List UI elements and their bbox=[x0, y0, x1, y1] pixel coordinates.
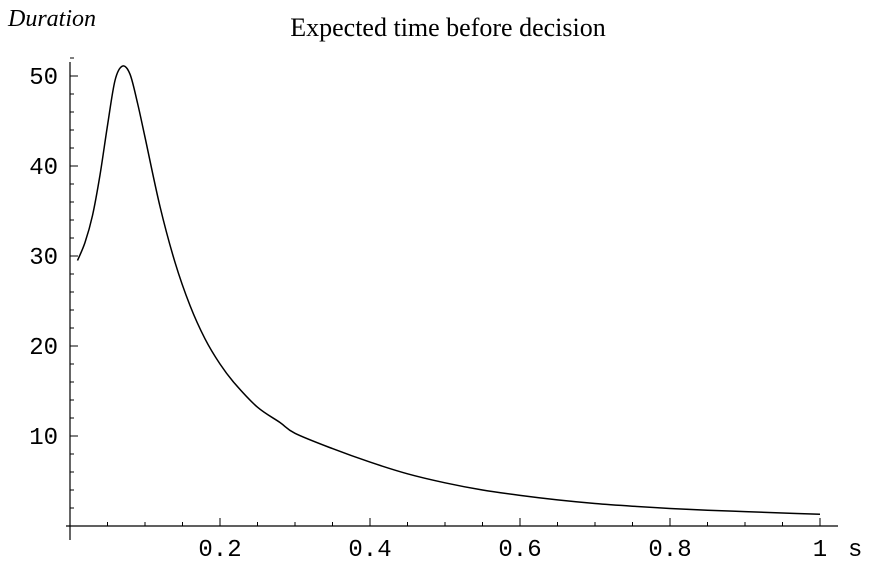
y-tick-label: 50 bbox=[29, 65, 58, 92]
minor-ticks bbox=[70, 57, 783, 526]
y-tick-label: 30 bbox=[29, 245, 58, 272]
y-axis-label: Duration bbox=[7, 6, 96, 32]
y-tick-label: 20 bbox=[29, 335, 58, 362]
major-ticks bbox=[70, 75, 821, 526]
tick-labels: 0.2 0.4 0.6 0.8 1 10 20 30 40 50 bbox=[29, 65, 827, 564]
x-tick-label: 0.4 bbox=[348, 537, 391, 564]
x-tick-label: 0.8 bbox=[648, 537, 691, 564]
x-tick-label: 0.6 bbox=[498, 537, 541, 564]
chart-title: Expected time before decision bbox=[290, 13, 605, 42]
x-axis-label: s bbox=[848, 537, 862, 564]
y-tick-label: 40 bbox=[29, 155, 58, 182]
x-tick-label: 1 bbox=[813, 537, 827, 564]
series-line bbox=[76, 65, 821, 516]
y-tick-label: 10 bbox=[29, 425, 58, 452]
x-tick-label: 0.2 bbox=[198, 537, 241, 564]
